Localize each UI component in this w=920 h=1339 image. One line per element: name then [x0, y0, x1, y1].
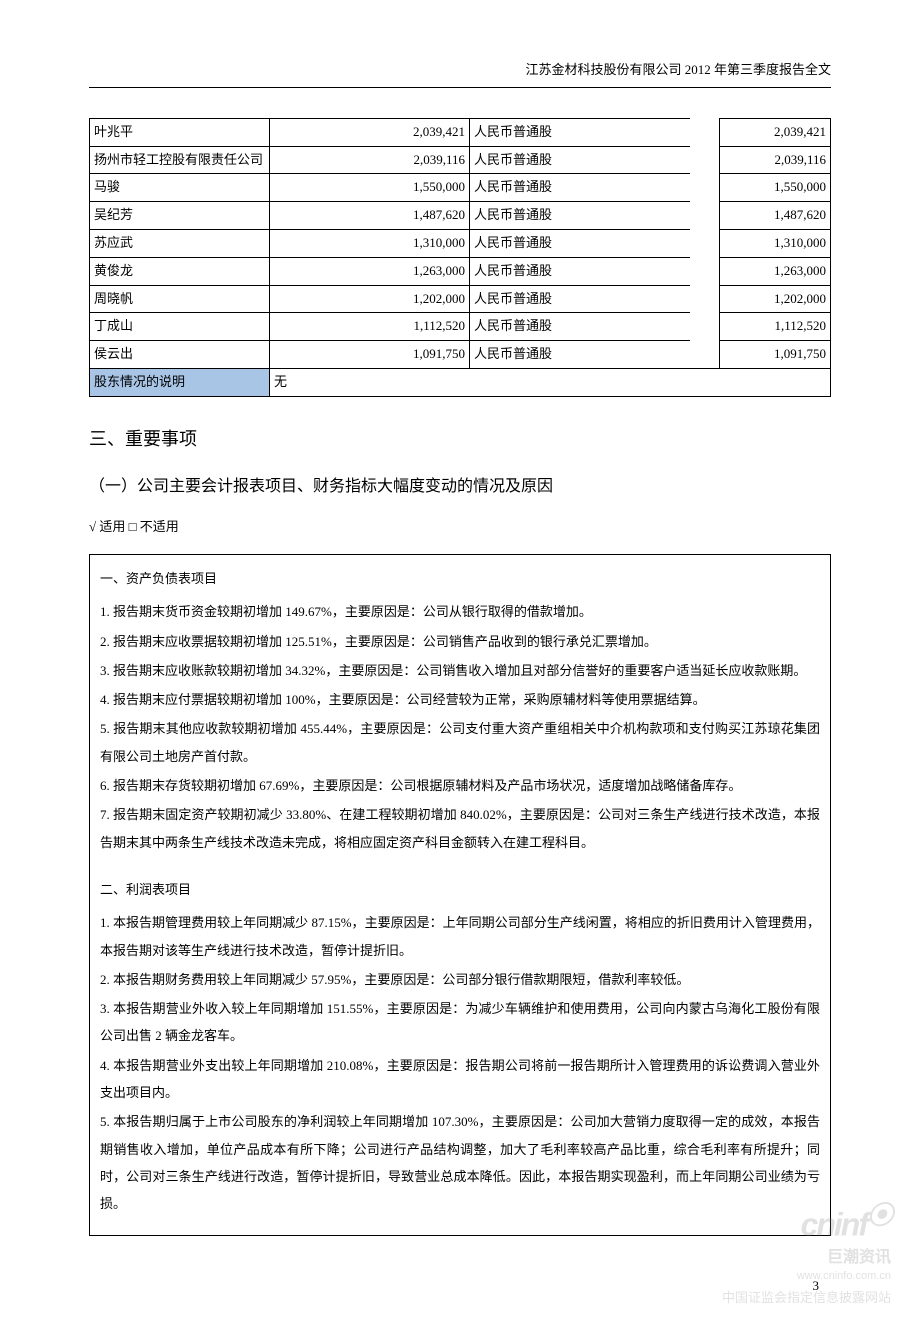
cell-gap [690, 257, 720, 285]
cell-gap [690, 174, 720, 202]
cell-type: 人民币普通股 [470, 118, 690, 146]
shareholder-table: 叶兆平2,039,421人民币普通股2,039,421扬州市轻工控股有限责任公司… [89, 118, 831, 397]
cell-type: 人民币普通股 [470, 313, 690, 341]
cell-type: 人民币普通股 [470, 229, 690, 257]
watermark: cninf⦿ 巨潮资讯 www.cninfo.com.cn 中国证监会指定信息披… [722, 1195, 891, 1309]
cell-amt: 1,091,750 [720, 341, 831, 369]
cell-gap [690, 118, 720, 146]
cell-amt: 1,550,000 [720, 174, 831, 202]
cell-name: 侯云出 [90, 341, 270, 369]
cell-qty: 1,112,520 [270, 313, 470, 341]
cell-gap [690, 285, 720, 313]
cell-gap [690, 313, 720, 341]
list-item: 1. 报告期末货币资金较期初增加 149.67%，主要原因是：公司从银行取得的借… [100, 598, 820, 625]
watermark-logo: cninf⦿ [722, 1195, 891, 1251]
list-item: 1. 本报告期管理费用较上年同期减少 87.15%，主要原因是：上年同期公司部分… [100, 909, 820, 964]
cell-name: 周晓帆 [90, 285, 270, 313]
cell-qty: 1,310,000 [270, 229, 470, 257]
cell-amt: 1,310,000 [720, 229, 831, 257]
header-title: 江苏金材科技股份有限公司 2012 年第三季度报告全文 [525, 62, 831, 77]
cell-name: 叶兆平 [90, 118, 270, 146]
cell-qty: 1,487,620 [270, 202, 470, 230]
list-item: 3. 报告期末应收账款较期初增加 34.32%，主要原因是：公司销售收入增加且对… [100, 657, 820, 684]
cell-type: 人民币普通股 [470, 341, 690, 369]
cell-name: 丁成山 [90, 313, 270, 341]
table-row: 周晓帆1,202,000人民币普通股1,202,000 [90, 285, 831, 313]
watermark-sub3: 中国证监会指定信息披露网站 [722, 1288, 891, 1309]
cell-type: 人民币普通股 [470, 285, 690, 313]
cell-gap [690, 341, 720, 369]
list-item: 7. 报告期末固定资产较期初减少 33.80%、在建工程较期初增加 840.02… [100, 801, 820, 856]
cell-gap [690, 229, 720, 257]
list-item: 2. 报告期末应收票据较期初增加 125.51%，主要原因是：公司销售产品收到的… [100, 628, 820, 655]
cell-type: 人民币普通股 [470, 174, 690, 202]
watermark-sub2: www.cninfo.com.cn [722, 1268, 891, 1286]
cell-name: 吴纪芳 [90, 202, 270, 230]
cell-type: 人民币普通股 [470, 146, 690, 174]
group2-heading: 二、利润表项目 [100, 876, 820, 903]
cell-qty: 1,550,000 [270, 174, 470, 202]
list-item: 5. 报告期末其他应收款较期初增加 455.44%，主要原因是：公司支付重大资产… [100, 715, 820, 770]
page-header: 江苏金材科技股份有限公司 2012 年第三季度报告全文 [89, 60, 831, 88]
table-row: 丁成山1,112,520人民币普通股1,112,520 [90, 313, 831, 341]
list-item: 5. 本报告期归属于上市公司股东的净利润较上年同期增加 107.30%，主要原因… [100, 1108, 820, 1217]
table-row: 叶兆平2,039,421人民币普通股2,039,421 [90, 118, 831, 146]
table-row: 侯云出1,091,750人民币普通股1,091,750 [90, 341, 831, 369]
list-item: 6. 报告期末存货较期初增加 67.69%，主要原因是：公司根据原辅材料及产品市… [100, 772, 820, 799]
table-row: 苏应武1,310,000人民币普通股1,310,000 [90, 229, 831, 257]
subsection-3-1-heading: （一）公司主要会计报表项目、财务指标大幅度变动的情况及原因 [89, 474, 831, 500]
footer-label: 股东情况的说明 [90, 368, 270, 396]
page-footer: 3 cninf⦿ 巨潮资讯 www.cninfo.com.cn 中国证监会指定信… [89, 1276, 831, 1298]
cell-amt: 1,112,520 [720, 313, 831, 341]
section-3-heading: 三、重要事项 [89, 425, 831, 454]
cell-name: 黄俊龙 [90, 257, 270, 285]
group1-heading: 一、资产负债表项目 [100, 565, 820, 592]
content-box: 一、资产负债表项目 1. 报告期末货币资金较期初增加 149.67%，主要原因是… [89, 554, 831, 1237]
cell-qty: 1,091,750 [270, 341, 470, 369]
table-row: 马骏1,550,000人民币普通股1,550,000 [90, 174, 831, 202]
cell-amt: 1,202,000 [720, 285, 831, 313]
cell-type: 人民币普通股 [470, 202, 690, 230]
cell-amt: 1,487,620 [720, 202, 831, 230]
table-row: 扬州市轻工控股有限责任公司2,039,116人民币普通股2,039,116 [90, 146, 831, 174]
cell-gap [690, 146, 720, 174]
table-footer-row: 股东情况的说明无 [90, 368, 831, 396]
cell-name: 扬州市轻工控股有限责任公司 [90, 146, 270, 174]
cell-name: 马骏 [90, 174, 270, 202]
cell-amt: 1,263,000 [720, 257, 831, 285]
cell-qty: 1,263,000 [270, 257, 470, 285]
list-item: 3. 本报告期营业外收入较上年同期增加 151.55%，主要原因是：为减少车辆维… [100, 995, 820, 1050]
table-row: 吴纪芳1,487,620人民币普通股1,487,620 [90, 202, 831, 230]
applicable-indicator: √ 适用 □ 不适用 [89, 517, 831, 538]
cell-amt: 2,039,116 [720, 146, 831, 174]
footer-value: 无 [270, 368, 831, 396]
cell-amt: 2,039,421 [720, 118, 831, 146]
cell-qty: 2,039,421 [270, 118, 470, 146]
cell-gap [690, 202, 720, 230]
cell-type: 人民币普通股 [470, 257, 690, 285]
list-item: 4. 报告期末应付票据较期初增加 100%，主要原因是：公司经营较为正常，采购原… [100, 686, 820, 713]
table-row: 黄俊龙1,263,000人民币普通股1,263,000 [90, 257, 831, 285]
cell-name: 苏应武 [90, 229, 270, 257]
cell-qty: 1,202,000 [270, 285, 470, 313]
cell-qty: 2,039,116 [270, 146, 470, 174]
list-item: 4. 本报告期营业外支出较上年同期增加 210.08%，主要原因是：报告期公司将… [100, 1052, 820, 1107]
list-item: 2. 本报告期财务费用较上年同期减少 57.95%，主要原因是：公司部分银行借款… [100, 966, 820, 993]
